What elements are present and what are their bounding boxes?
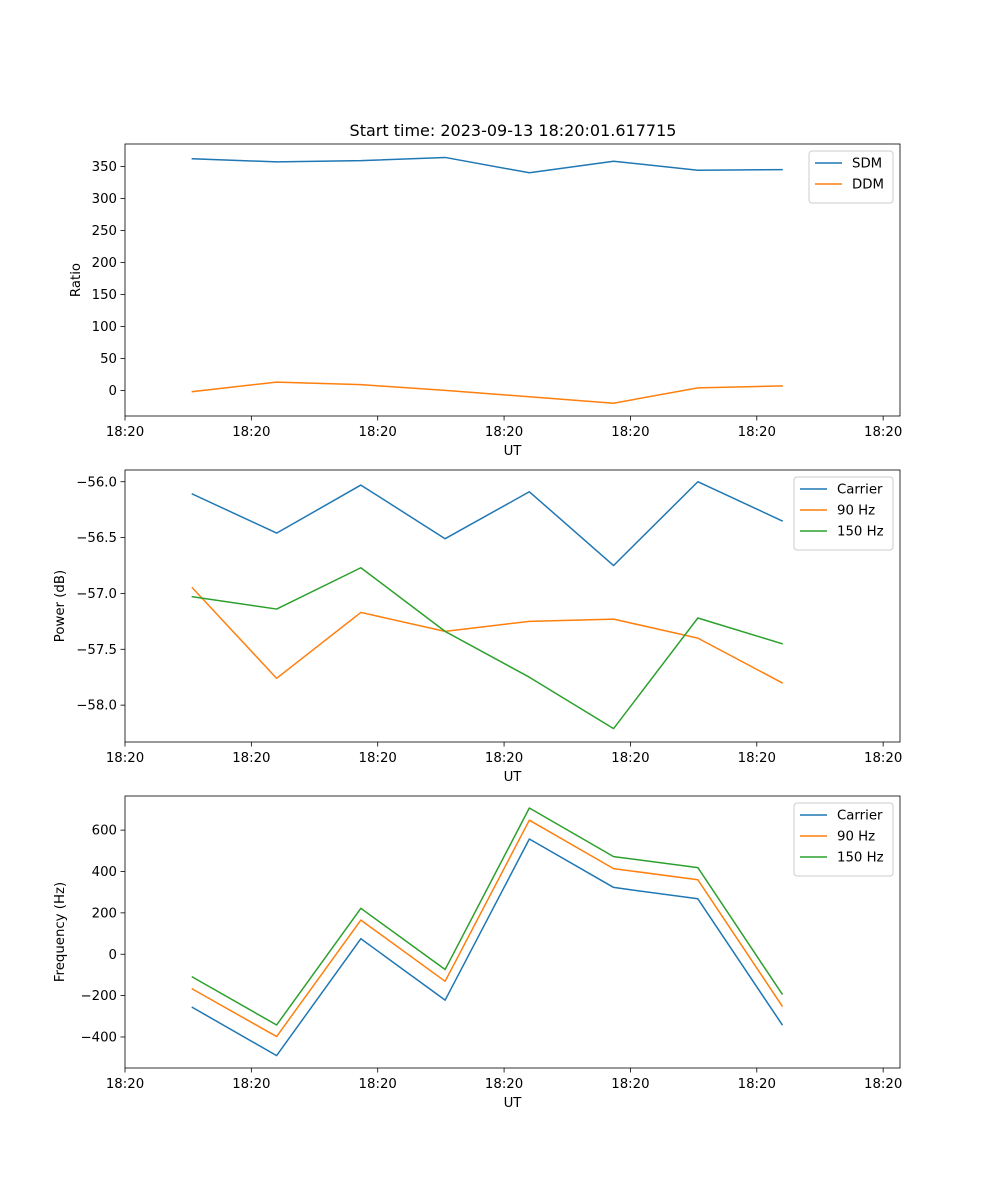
y-tick-label: −57.0	[76, 587, 117, 602]
legend-label-sdm: SDM	[852, 157, 882, 172]
chart-panel-3: 18:20 18:20 18:20 18:20 18:20 18:20 18:20 −400 −…	[53, 795, 902, 1111]
series-line-150-hz	[191, 566, 784, 730]
chart-panels: 18:20 18:20 18:20 18:20 18:20 18:20 18:20 0 50 10…	[53, 143, 902, 1111]
legend-label-ddm: DDM	[852, 178, 884, 193]
series-line-carrier	[191, 480, 784, 567]
axes-frame	[124, 143, 901, 417]
y-tick-label: −57.5	[76, 643, 117, 658]
x-tick-label: 18:20	[232, 751, 270, 766]
legend-label-150-hz: 150 Hz	[837, 851, 884, 866]
y-tick-label: 400	[92, 865, 117, 880]
y-tick-label: 0	[109, 384, 117, 399]
x-tick-label: 18:20	[738, 751, 776, 766]
x-tick-label: 18:20	[738, 1077, 776, 1092]
y-axis-label: Power (dB)	[53, 570, 68, 642]
axes-frame	[124, 469, 901, 743]
legend-label-90-hz: 90 Hz	[837, 504, 875, 519]
x-tick-label: 18:20	[232, 425, 270, 440]
x-tick-label: 18:20	[106, 1077, 144, 1092]
legend-label-90-hz: 90 Hz	[837, 830, 875, 845]
x-tick-label: 18:20	[864, 425, 902, 440]
y-tick-label: 200	[92, 256, 117, 271]
y-tick-label: 150	[92, 288, 117, 303]
series-line-150-hz	[191, 807, 784, 1026]
legend-label-carrier: Carrier	[837, 809, 883, 824]
y-axis-label: Ratio	[69, 263, 84, 297]
y-tick-label: 250	[92, 224, 117, 239]
x-axis-label: UT	[504, 444, 523, 459]
y-tick-label: 200	[92, 906, 117, 921]
chart-panel-1: 18:20 18:20 18:20 18:20 18:20 18:20 18:20 0 50 10…	[69, 143, 902, 459]
x-tick-label: 18:20	[485, 1077, 523, 1092]
x-tick-label: 18:20	[106, 751, 144, 766]
y-tick-label: −56.0	[76, 475, 117, 490]
y-tick-label: −56.5	[76, 531, 117, 546]
x-tick-label: 18:20	[359, 1077, 397, 1092]
x-tick-label: 18:20	[611, 1077, 649, 1092]
y-tick-label: −400	[80, 1031, 117, 1046]
axes-frame	[124, 795, 901, 1069]
x-tick-label: 18:20	[485, 751, 523, 766]
y-tick-label: 600	[92, 824, 117, 839]
y-tick-label: −58.0	[76, 699, 117, 714]
y-tick-label: 100	[92, 320, 117, 335]
chart-panel-2: 18:20 18:20 18:20 18:20 18:20 18:20 18:20 −58.0…	[53, 469, 902, 785]
y-axis-label: Frequency (Hz)	[53, 882, 68, 982]
y-tick-label: −200	[80, 989, 117, 1004]
series-line-sdm	[191, 156, 783, 174]
x-axis-label: UT	[504, 1096, 523, 1111]
series-line-90-hz	[191, 819, 784, 1038]
x-axis-label: UT	[504, 770, 523, 785]
x-tick-label: 18:20	[611, 751, 649, 766]
x-tick-label: 18:20	[864, 751, 902, 766]
legend-box	[808, 150, 894, 204]
y-tick-label: 50	[100, 352, 117, 367]
series-line-ddm	[191, 381, 783, 404]
x-tick-label: 18:20	[485, 425, 523, 440]
x-tick-label: 18:20	[738, 425, 776, 440]
y-tick-label: 350	[92, 160, 117, 175]
x-tick-label: 18:20	[232, 1077, 270, 1092]
x-tick-label: 18:20	[864, 1077, 902, 1092]
legend-label-150-hz: 150 Hz	[837, 525, 884, 540]
x-tick-label: 18:20	[106, 425, 144, 440]
x-tick-label: 18:20	[359, 751, 397, 766]
y-tick-label: 0	[109, 948, 117, 963]
series-line-carrier	[191, 838, 784, 1057]
series-line-90-hz	[191, 586, 784, 684]
x-tick-label: 18:20	[359, 425, 397, 440]
figure-title: Start time: 2023-09-13 18:20:01.617715	[350, 121, 677, 140]
x-tick-label: 18:20	[611, 425, 649, 440]
legend-label-carrier: Carrier	[837, 483, 883, 498]
y-tick-label: 300	[92, 192, 117, 207]
